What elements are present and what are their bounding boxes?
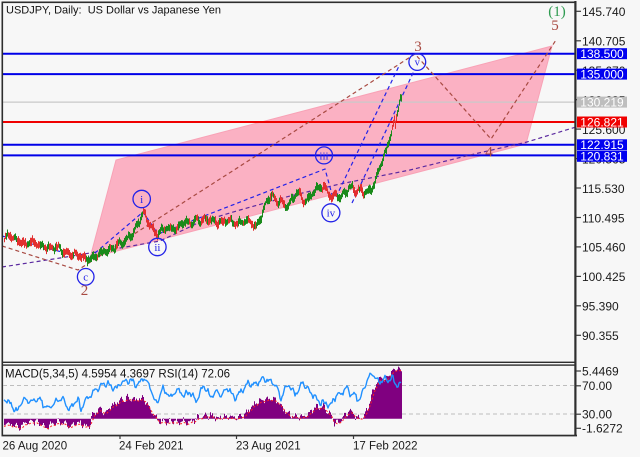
svg-text:17 Feb 2022: 17 Feb 2022 — [353, 441, 418, 453]
svg-text:135.000: 135.000 — [580, 67, 624, 81]
svg-text:95.390: 95.390 — [582, 300, 619, 314]
svg-text:USDJPY, Daily: US Dollar vs J: USDJPY, Daily: US Dollar vs Japanese Yen — [6, 5, 221, 17]
svg-text:iv: iv — [327, 208, 336, 220]
svg-text:126.821: 126.821 — [580, 115, 624, 129]
svg-text:ii: ii — [154, 242, 160, 254]
svg-text:122.915: 122.915 — [580, 138, 624, 152]
svg-text:70.00: 70.00 — [582, 379, 612, 393]
svg-text:110.495: 110.495 — [582, 211, 625, 225]
svg-text:5: 5 — [551, 18, 559, 34]
svg-text:130.219: 130.219 — [580, 95, 624, 109]
svg-text:26 Aug 2020: 26 Aug 2020 — [3, 441, 68, 453]
svg-text:23 Aug 2021: 23 Aug 2021 — [236, 441, 301, 453]
svg-text:24 Feb 2021: 24 Feb 2021 — [119, 441, 184, 453]
svg-text:140.705: 140.705 — [582, 35, 626, 49]
svg-text:3: 3 — [414, 39, 422, 55]
svg-text:-1.6272: -1.6272 — [582, 422, 623, 436]
svg-text:v: v — [415, 58, 421, 69]
svg-text:138.500: 138.500 — [580, 47, 624, 61]
svg-text:i: i — [140, 194, 143, 206]
svg-text:4: 4 — [485, 145, 493, 161]
svg-text:100.425: 100.425 — [582, 270, 626, 284]
svg-text:90.355: 90.355 — [582, 329, 619, 343]
svg-text:145.740: 145.740 — [582, 5, 626, 19]
svg-text:105.460: 105.460 — [582, 241, 626, 255]
svg-text:5.4469: 5.4469 — [582, 364, 619, 378]
svg-text:120.831: 120.831 — [580, 150, 624, 164]
svg-text:(1): (1) — [548, 4, 566, 20]
svg-text:115.530: 115.530 — [582, 182, 625, 196]
svg-text:iii: iii — [319, 150, 328, 162]
svg-text:MACD(5,34,5) 4.5954 4.3697 RSI: MACD(5,34,5) 4.5954 4.3697 RSI(14) 72.06 — [5, 369, 230, 381]
svg-text:2: 2 — [81, 283, 89, 299]
svg-text:c: c — [83, 272, 88, 284]
svg-text:30.00: 30.00 — [582, 408, 612, 422]
